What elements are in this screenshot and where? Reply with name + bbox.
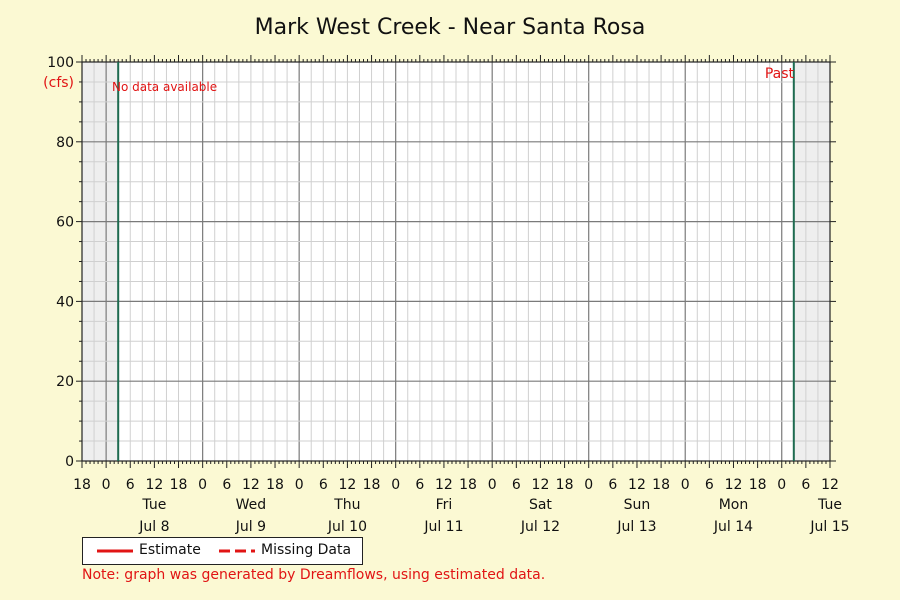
x-hour-label: 18 <box>749 477 767 493</box>
x-hour-label: 12 <box>532 477 550 493</box>
estimate-legend-swatch <box>97 549 133 553</box>
day-weekday-label: Mon <box>719 497 749 513</box>
day-weekday-label: Wed <box>236 497 267 513</box>
no-data-annotation: No data available <box>112 80 217 94</box>
day-date-label: Jul 8 <box>138 519 169 535</box>
day-date-label: Jul 12 <box>520 519 560 535</box>
y-tick-label: 100 <box>47 55 74 71</box>
chart-title: Mark West Creek - Near Santa Rosa <box>255 15 646 40</box>
y-axis-unit-label: (cfs) <box>43 75 74 91</box>
x-hour-label: 0 <box>777 477 786 493</box>
day-date-label: Jul 9 <box>235 519 266 535</box>
y-tick-label: 20 <box>56 374 74 390</box>
x-hour-label: 0 <box>198 477 207 493</box>
x-hour-label: 18 <box>556 477 574 493</box>
x-hour-label: 6 <box>608 477 617 493</box>
x-hour-label: 6 <box>222 477 231 493</box>
x-hour-label: 18 <box>266 477 284 493</box>
x-hour-label: 0 <box>295 477 304 493</box>
day-date-label: Jul 13 <box>616 519 656 535</box>
y-tick-label: 0 <box>65 454 74 470</box>
x-hour-label: 6 <box>319 477 328 493</box>
x-hour-label: 12 <box>821 477 839 493</box>
x-hour-label: 6 <box>126 477 135 493</box>
y-tick-label: 80 <box>56 135 74 151</box>
x-hour-label: 0 <box>102 477 111 493</box>
x-hour-label: 12 <box>339 477 357 493</box>
day-date-label: Jul 10 <box>327 519 367 535</box>
legend: Estimate Missing Data <box>82 537 363 565</box>
x-hour-label: 0 <box>584 477 593 493</box>
legend-estimate-label: Estimate <box>139 542 201 558</box>
day-weekday-label: Tue <box>141 497 166 513</box>
x-hour-label: 6 <box>512 477 521 493</box>
day-weekday-label: Sun <box>624 497 651 513</box>
footnote: Note: graph was generated by Dreamflows,… <box>82 567 546 583</box>
x-hour-label: 18 <box>652 477 670 493</box>
x-hour-label: 12 <box>628 477 646 493</box>
x-hour-label: 12 <box>435 477 453 493</box>
day-weekday-label: Fri <box>436 497 453 513</box>
x-hour-label: 18 <box>363 477 381 493</box>
x-hour-label: 18 <box>73 477 91 493</box>
y-tick-label: 40 <box>56 294 74 310</box>
x-hour-label: 12 <box>725 477 743 493</box>
x-hour-label: 18 <box>459 477 477 493</box>
day-weekday-label: Sat <box>529 497 552 513</box>
x-hour-label: 12 <box>242 477 260 493</box>
x-hour-label: 12 <box>145 477 163 493</box>
y-tick-label: 60 <box>56 215 74 231</box>
day-weekday-label: Tue <box>817 497 842 513</box>
day-date-label: Jul 14 <box>713 519 753 535</box>
missing-data-legend-swatch <box>219 549 255 553</box>
x-hour-label: 6 <box>415 477 424 493</box>
past-annotation: Past <box>765 66 795 82</box>
x-hour-label: 0 <box>391 477 400 493</box>
x-hour-label: 18 <box>170 477 188 493</box>
day-weekday-label: Thu <box>333 497 360 513</box>
x-hour-label: 0 <box>681 477 690 493</box>
x-hour-label: 6 <box>801 477 810 493</box>
x-hour-label: 0 <box>488 477 497 493</box>
legend-missing-data-label: Missing Data <box>261 542 352 558</box>
day-date-label: Jul 11 <box>423 519 463 535</box>
day-date-label: Jul 15 <box>809 519 849 535</box>
x-hour-label: 6 <box>705 477 714 493</box>
